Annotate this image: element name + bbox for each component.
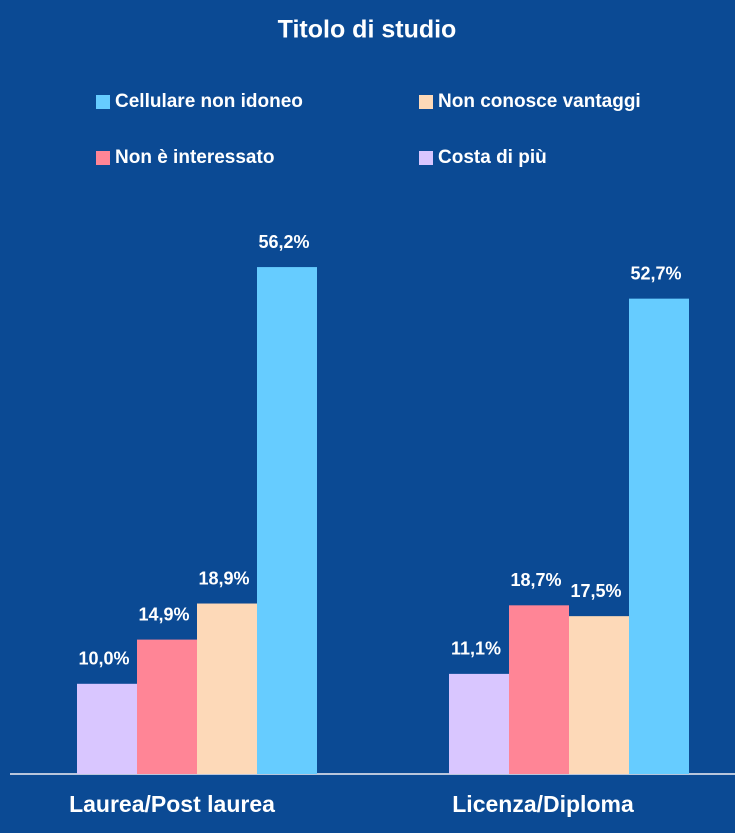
data-label: 14,9%: [138, 604, 189, 624]
legend-swatch: [419, 151, 433, 165]
legend-swatch: [419, 95, 433, 109]
bar: [137, 639, 197, 774]
legend-label: Cellulare non idoneo: [115, 91, 303, 112]
data-label: 18,7%: [510, 570, 561, 590]
data-label: 10,0%: [78, 649, 129, 669]
legend-swatch: [96, 151, 110, 165]
data-label: 56,2%: [258, 232, 309, 252]
data-label: 18,9%: [198, 568, 249, 588]
chart-title: Titolo di studio: [278, 16, 457, 44]
data-label: 17,5%: [570, 581, 621, 601]
x-tick-label: Licenza/Diploma: [452, 791, 634, 817]
bar: [509, 605, 569, 774]
legend-label: Non è interessato: [115, 147, 274, 168]
bar: [449, 673, 509, 774]
data-label: 52,7%: [630, 263, 681, 283]
bar: [77, 683, 137, 774]
bar: [257, 267, 317, 774]
bar: [629, 298, 689, 774]
legend-label: Costa di più: [438, 147, 547, 168]
x-tick-label: Laurea/Post laurea: [69, 791, 275, 817]
legend-swatch: [96, 95, 110, 109]
data-label: 11,1%: [451, 639, 501, 659]
bar: [569, 616, 629, 774]
bar: [197, 603, 257, 774]
legend-label: Non conosce vantaggi: [438, 91, 641, 112]
